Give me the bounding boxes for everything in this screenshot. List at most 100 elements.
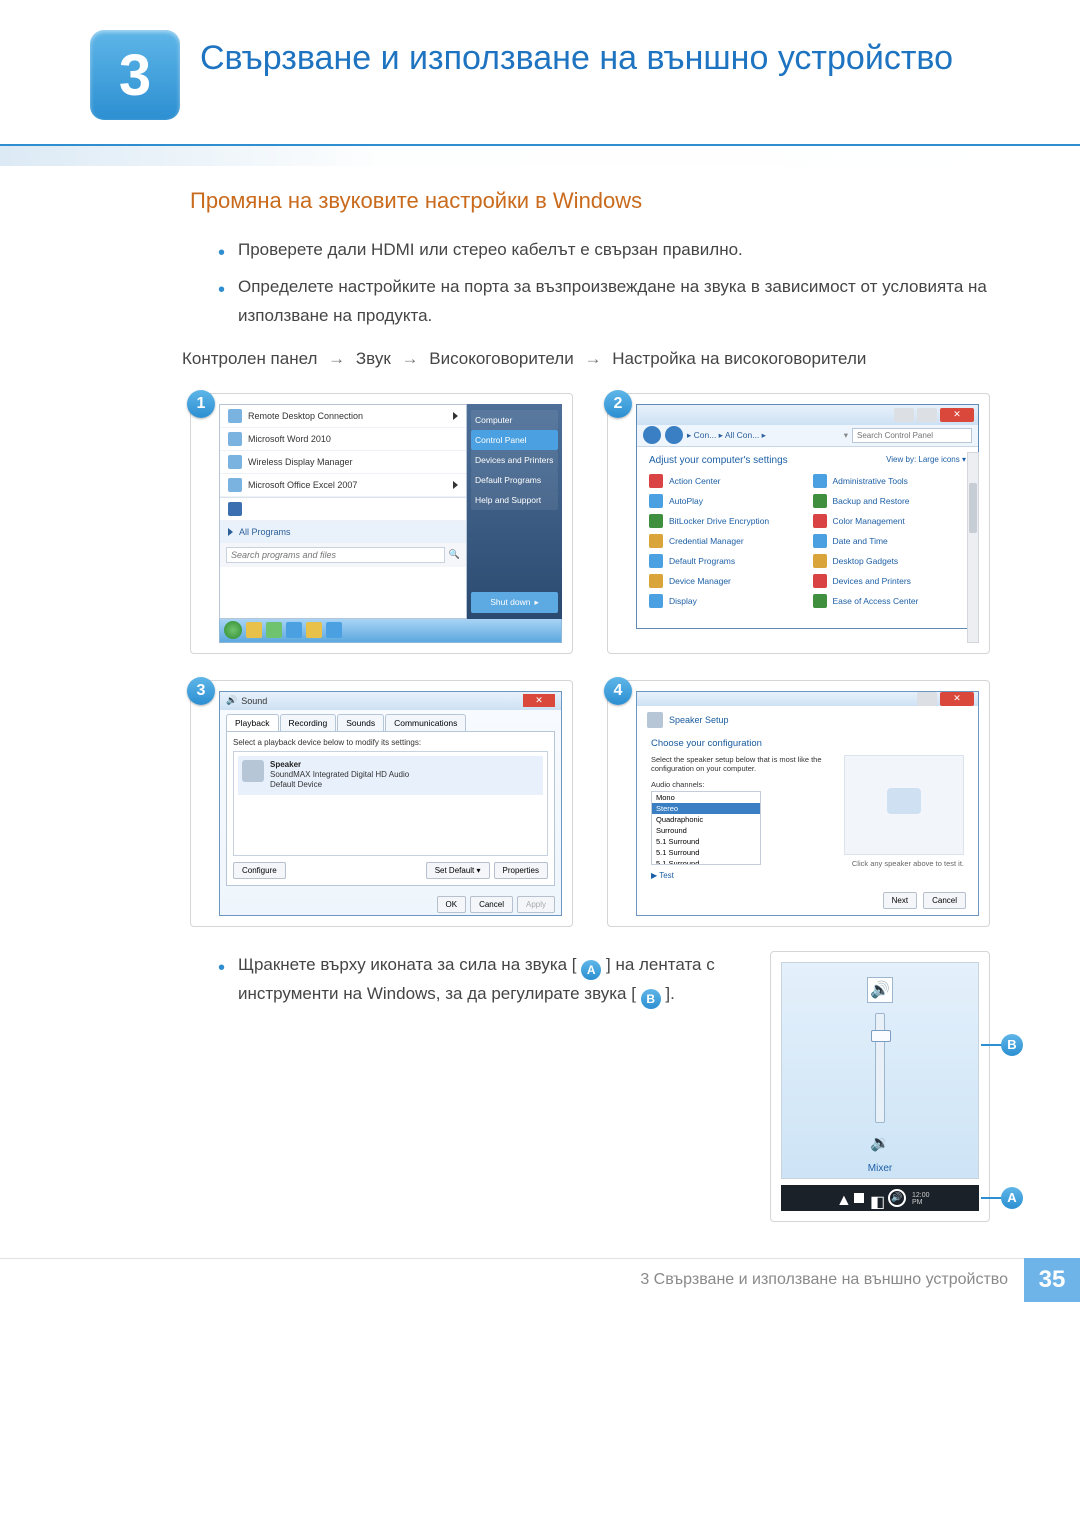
control-panel-item[interactable]: Date and Time — [813, 534, 967, 548]
cancel-button[interactable]: Cancel — [923, 892, 966, 909]
control-panel-item[interactable]: BitLocker Drive Encryption — [649, 514, 803, 528]
control-panel-item-label: Default Programs — [669, 556, 735, 566]
control-panel-item-icon — [813, 594, 827, 608]
taskbar-icon[interactable] — [326, 622, 342, 638]
tray-volume-icon[interactable]: 🔊 — [888, 1189, 906, 1207]
control-panel-item[interactable]: Device Manager — [649, 574, 803, 588]
control-panel-item[interactable]: Color Management — [813, 514, 967, 528]
choose-config-heading: Choose your configuration — [651, 738, 964, 749]
tray-icon[interactable]: ▲ — [836, 1192, 848, 1204]
control-panel-item[interactable]: Credential Manager — [649, 534, 803, 548]
close-button[interactable]: ✕ — [523, 694, 555, 707]
start-right-item[interactable]: Control Panel — [471, 430, 558, 450]
properties-button[interactable]: Properties — [494, 862, 548, 879]
control-panel-item-icon — [813, 514, 827, 528]
audio-channels-listbox[interactable]: MonoStereoQuadraphonicSurround5.1 Surrou… — [651, 791, 761, 865]
control-panel-item[interactable]: Devices and Printers — [813, 574, 967, 588]
tab-recording[interactable]: Recording — [280, 714, 337, 731]
control-panel-item-label: BitLocker Drive Encryption — [669, 516, 769, 526]
playback-device-list[interactable]: Speaker SoundMAX Integrated Digital HD A… — [233, 751, 548, 856]
start-right-item[interactable]: Default Programs — [471, 470, 558, 490]
taskbar-icon[interactable] — [266, 622, 282, 638]
control-panel-item-icon — [649, 574, 663, 588]
tray-network-icon[interactable]: ◧ — [870, 1192, 882, 1204]
start-orb-icon[interactable] — [224, 621, 242, 639]
shutdown-button[interactable]: Shut down▸ — [471, 592, 558, 613]
control-panel-item-icon — [649, 474, 663, 488]
start-right-item[interactable]: Computer — [471, 410, 558, 430]
set-default-button[interactable]: Set Default ▾ — [426, 862, 490, 879]
device-status: Default Device — [270, 780, 322, 789]
taskbar-icon[interactable] — [286, 622, 302, 638]
tray-clock[interactable]: 12:00 PM — [912, 1192, 924, 1204]
channel-option[interactable]: Quadraphonic — [652, 814, 760, 825]
chevron-right-icon: ▸ — [534, 597, 538, 608]
start-search-input[interactable] — [226, 547, 445, 563]
nav-forward-icon[interactable] — [665, 426, 683, 444]
all-programs-button[interactable]: All Programs — [220, 521, 466, 543]
minimize-button[interactable] — [917, 692, 937, 706]
tab-playback[interactable]: Playback — [226, 714, 279, 731]
channel-option[interactable]: 5.1 Surround — [652, 847, 760, 858]
path-step: Високоговорители — [429, 349, 574, 368]
test-button[interactable]: ▶ Test — [651, 871, 832, 880]
apply-button[interactable]: Apply — [517, 896, 555, 913]
control-panel-item[interactable]: Backup and Restore — [813, 494, 967, 508]
channel-option[interactable]: Surround — [652, 825, 760, 836]
close-button[interactable]: ✕ — [940, 692, 974, 706]
control-panel-item[interactable]: Desktop Gadgets — [813, 554, 967, 568]
control-panel-item[interactable]: Ease of Access Center — [813, 594, 967, 608]
next-button[interactable]: Next — [883, 892, 917, 909]
minimize-button[interactable] — [894, 408, 914, 422]
channel-option[interactable]: Mono — [652, 792, 760, 803]
control-panel-item-label: Administrative Tools — [833, 476, 908, 486]
mute-button[interactable]: 🔉 — [870, 1133, 890, 1153]
taskbar-icon[interactable] — [246, 622, 262, 638]
control-panel-item[interactable]: AutoPlay — [649, 494, 803, 508]
control-panel-item-icon — [649, 534, 663, 548]
control-panel-item-label: AutoPlay — [669, 496, 703, 506]
start-right-item[interactable]: Devices and Printers — [471, 450, 558, 470]
channel-option[interactable]: Stereo — [652, 803, 760, 814]
start-menu-item[interactable]: Wireless Display Manager — [220, 451, 466, 474]
view-by-dropdown[interactable]: View by: Large icons ▾ — [886, 455, 966, 466]
tab-sounds[interactable]: Sounds — [337, 714, 384, 731]
start-menu-item[interactable] — [220, 497, 466, 521]
control-panel-item[interactable]: Display — [649, 594, 803, 608]
tab-communications[interactable]: Communications — [385, 714, 466, 731]
start-menu-item[interactable]: Remote Desktop Connection — [220, 405, 466, 428]
start-right-item[interactable]: Help and Support — [471, 490, 558, 510]
app-icon — [228, 432, 242, 446]
start-menu-item[interactable]: Microsoft Word 2010 — [220, 428, 466, 451]
step-badge-2: 2 — [604, 390, 632, 418]
ok-button[interactable]: OK — [437, 896, 467, 913]
start-menu-item[interactable]: Microsoft Office Excel 2007 — [220, 474, 466, 497]
chevron-right-icon — [453, 481, 458, 489]
maximize-button[interactable] — [917, 408, 937, 422]
nav-back-icon[interactable] — [643, 426, 661, 444]
volume-instruction-row: Щракнете върху иконата за сила на звука … — [190, 951, 990, 1222]
channel-option[interactable]: 5.1 Surround — [652, 836, 760, 847]
volume-slider[interactable] — [875, 1013, 885, 1123]
control-panel-item[interactable]: Administrative Tools — [813, 474, 967, 488]
volume-slider-thumb[interactable] — [871, 1030, 891, 1042]
channel-option[interactable]: 5.1 Surround — [652, 858, 760, 865]
control-panel-window: ✕ ▸ Con... ▸ All Con... ▸ ▾ Adjust your … — [636, 404, 979, 629]
control-panel-search-input[interactable] — [852, 428, 972, 443]
mixer-link[interactable]: Mixer — [868, 1163, 892, 1174]
control-panel-item[interactable]: Default Programs — [649, 554, 803, 568]
configure-button[interactable]: Configure — [233, 862, 286, 879]
header-divider — [0, 144, 1080, 166]
close-button[interactable]: ✕ — [940, 408, 974, 422]
cancel-button[interactable]: Cancel — [470, 896, 513, 913]
screenshot-volume-popup: 🔊 🔉 Mixer ▲ ◧ 🔊 12:00 PM B A — [770, 951, 990, 1222]
control-panel-item-icon — [649, 594, 663, 608]
playback-device[interactable]: Speaker SoundMAX Integrated Digital HD A… — [238, 756, 543, 795]
start-menu-item-label: Microsoft Office Excel 2007 — [248, 480, 357, 490]
page-number: 35 — [1024, 1258, 1080, 1302]
tray-flag-icon[interactable] — [854, 1193, 864, 1203]
vertical-scrollbar[interactable] — [967, 452, 979, 643]
control-panel-item[interactable]: Action Center — [649, 474, 803, 488]
taskbar-icon[interactable] — [306, 622, 322, 638]
breadcrumb[interactable]: ▸ Con... ▸ All Con... ▸ — [687, 430, 840, 441]
